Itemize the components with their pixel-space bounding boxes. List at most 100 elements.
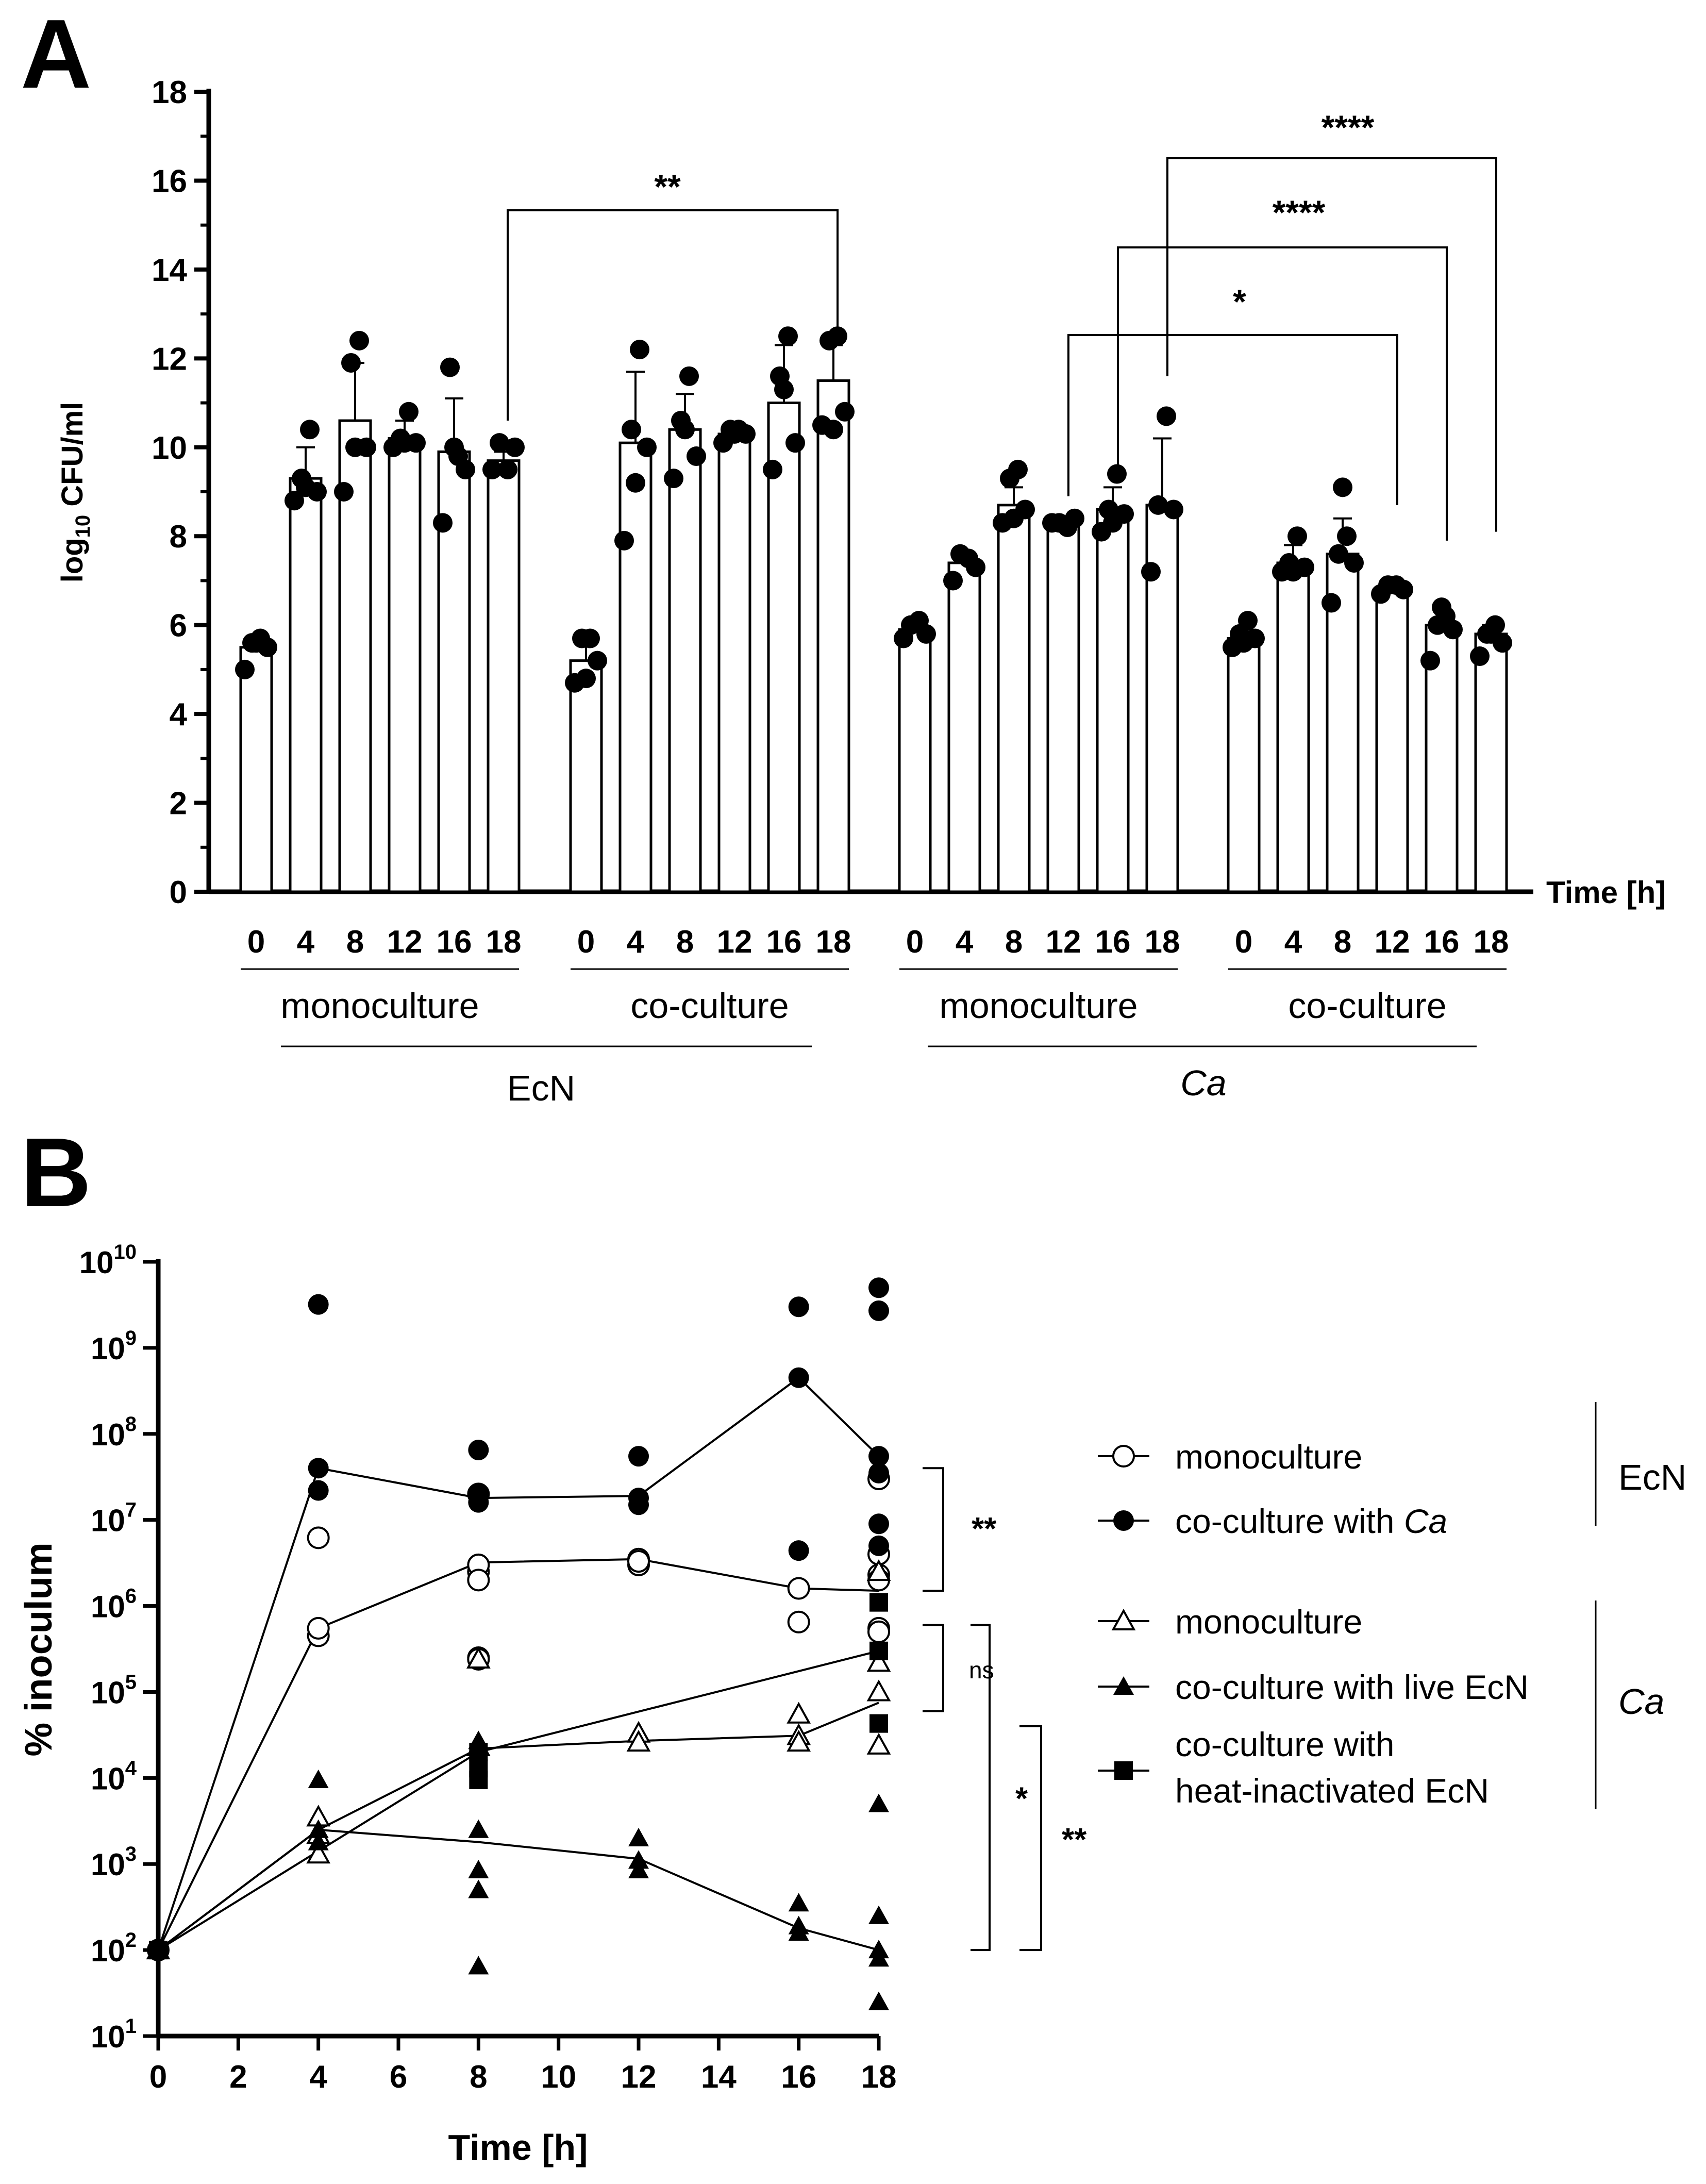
marker-filled-circle [788, 1367, 809, 1388]
bar [1096, 508, 1130, 893]
marker-open-triangle [866, 1732, 891, 1755]
marker-filled-triangle [308, 1770, 329, 1789]
significance-label: * [1233, 282, 1246, 321]
y-tick-label-b: 108 [91, 1413, 137, 1452]
data-point [246, 633, 266, 653]
data-point [235, 659, 255, 679]
data-point [687, 446, 706, 466]
data-point [622, 420, 641, 440]
legend-organism-label: Ca [1618, 1681, 1664, 1722]
marker-filled-circle [868, 1446, 889, 1467]
data-point [490, 433, 509, 453]
y-tick-label-b: 106 [91, 1585, 137, 1624]
x-tick-label-a: 18 [1474, 924, 1509, 960]
y-tick-label-b: 101 [91, 2015, 137, 2054]
data-point [1386, 575, 1406, 595]
marker-filled-square [869, 1593, 888, 1612]
y-tick-label-b: 102 [91, 1929, 137, 1968]
data-point [1148, 495, 1168, 515]
marker-open-circle [307, 1616, 330, 1640]
x-tick-label-a: 16 [1095, 924, 1131, 960]
significance-bracket [923, 1624, 944, 1712]
data-point [774, 379, 794, 399]
x-tick-label-a: 8 [1334, 924, 1351, 960]
significance-label: ** [972, 1511, 997, 1547]
y-tick-label-a: 12 [152, 341, 187, 377]
marker-filled-circle [868, 1535, 889, 1556]
marker-filled-triangle [788, 1922, 809, 1941]
marker-open-triangle [787, 1729, 811, 1752]
y-tick-label-b: 105 [91, 1671, 137, 1710]
x-tick-label-a: 4 [627, 924, 645, 960]
marker-open-circle [307, 1526, 330, 1549]
bar [668, 428, 702, 893]
x-tick-label-b: 16 [781, 2059, 816, 2095]
legend-label: co-culture with [1175, 1725, 1395, 1763]
bar [1276, 561, 1310, 893]
marker-filled-triangle [788, 1893, 809, 1912]
data-point [1432, 597, 1451, 618]
series-line [157, 1376, 880, 1950]
data-point [1008, 459, 1028, 479]
y-tick-label-a: 18 [152, 75, 187, 110]
marker-filled-triangle [468, 1879, 489, 1898]
data-point [1004, 508, 1024, 528]
y-tick-label-a: 14 [152, 253, 187, 288]
marker-filled-triangle [468, 1956, 489, 1975]
data-point [444, 437, 464, 457]
significance-bracket [971, 1624, 991, 1952]
data-point [395, 433, 414, 453]
significance-label: **** [1273, 193, 1326, 231]
marker-filled-circle [308, 1480, 329, 1501]
data-point [824, 420, 843, 440]
y-tick-label-b: 109 [91, 1327, 137, 1366]
marker-open-triangle [866, 1559, 891, 1581]
y-tick-label-a: 6 [170, 608, 187, 644]
x-tick-label-a: 12 [717, 924, 752, 960]
data-point [1420, 651, 1440, 671]
chart-b: 101 102 103 104 105 106 107 108 109 1010 0 2 4 6 8 10 12… [17, 1241, 1686, 2168]
data-point [637, 437, 657, 457]
marker-filled-triangle [1113, 1676, 1134, 1695]
legend-label: monoculture [1175, 1603, 1362, 1641]
marker-filled-circle [868, 1462, 889, 1483]
x-tick-label-a: 18 [1145, 924, 1180, 960]
bar [239, 646, 273, 893]
marker-filled-triangle [628, 1850, 649, 1869]
y-tick-label-b: 103 [91, 1843, 137, 1882]
data-point [580, 628, 600, 648]
significance-bracket [1166, 157, 1497, 532]
data-point [285, 491, 304, 511]
condition-label: co-culture [630, 986, 789, 1026]
marker-open-circle [467, 1569, 490, 1592]
data-point [626, 473, 645, 493]
x-tick-label-a: 16 [437, 924, 472, 960]
marker-filled-circle [868, 1277, 889, 1298]
marker-filled-circle [468, 1440, 489, 1461]
y-tick-label-a: 10 [152, 430, 187, 466]
data-point [1470, 646, 1490, 666]
marker-filled-circle [788, 1296, 809, 1318]
significance-bracket [1067, 334, 1398, 505]
data-point [614, 530, 634, 551]
x-tick-label-b: 10 [541, 2059, 576, 2095]
y-tick-label-a: 16 [152, 163, 187, 199]
x-tick-label-b: 4 [309, 2059, 327, 2095]
data-point [505, 437, 525, 457]
x-tick-label-b: 18 [861, 2059, 897, 2095]
y-tick-label-b: 1010 [79, 1241, 137, 1280]
series-line [157, 1649, 879, 1951]
data-point [725, 424, 744, 444]
marker-open-circle [787, 1577, 810, 1600]
data-point [1103, 513, 1123, 533]
x-tick-label-b: 14 [701, 2059, 737, 2095]
data-point [943, 571, 963, 591]
x-tick-label-a: 4 [956, 924, 974, 960]
data-point [433, 513, 453, 533]
y-axis-label-b: % inoculum [17, 1542, 60, 1756]
legend-label: co-culture with Ca [1175, 1502, 1447, 1540]
bar [1227, 637, 1261, 893]
marker-open-triangle [306, 1842, 331, 1864]
